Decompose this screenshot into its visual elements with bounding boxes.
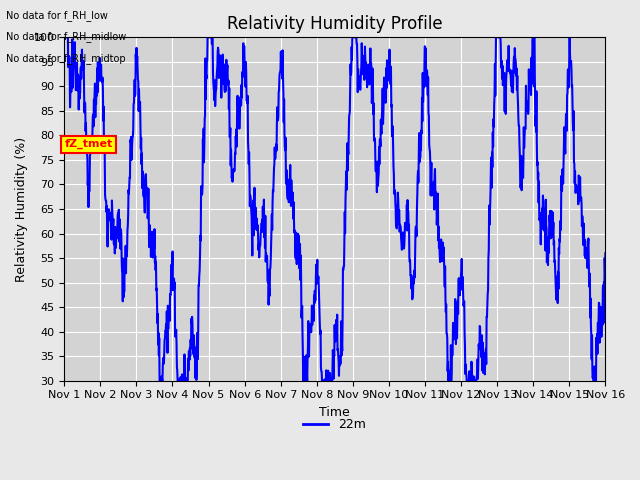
- Title: Relativity Humidity Profile: Relativity Humidity Profile: [227, 15, 443, 33]
- Legend: 22m: 22m: [298, 413, 371, 436]
- Text: No data for f_RH_low: No data for f_RH_low: [6, 10, 108, 21]
- Text: No data for f_RH_midlow: No data for f_RH_midlow: [6, 31, 127, 42]
- Y-axis label: Relativity Humidity (%): Relativity Humidity (%): [15, 136, 28, 282]
- X-axis label: Time: Time: [319, 406, 350, 419]
- Text: No data for f_RH_midtop: No data for f_RH_midtop: [6, 53, 126, 64]
- Text: fZ_tmet: fZ_tmet: [64, 139, 113, 149]
